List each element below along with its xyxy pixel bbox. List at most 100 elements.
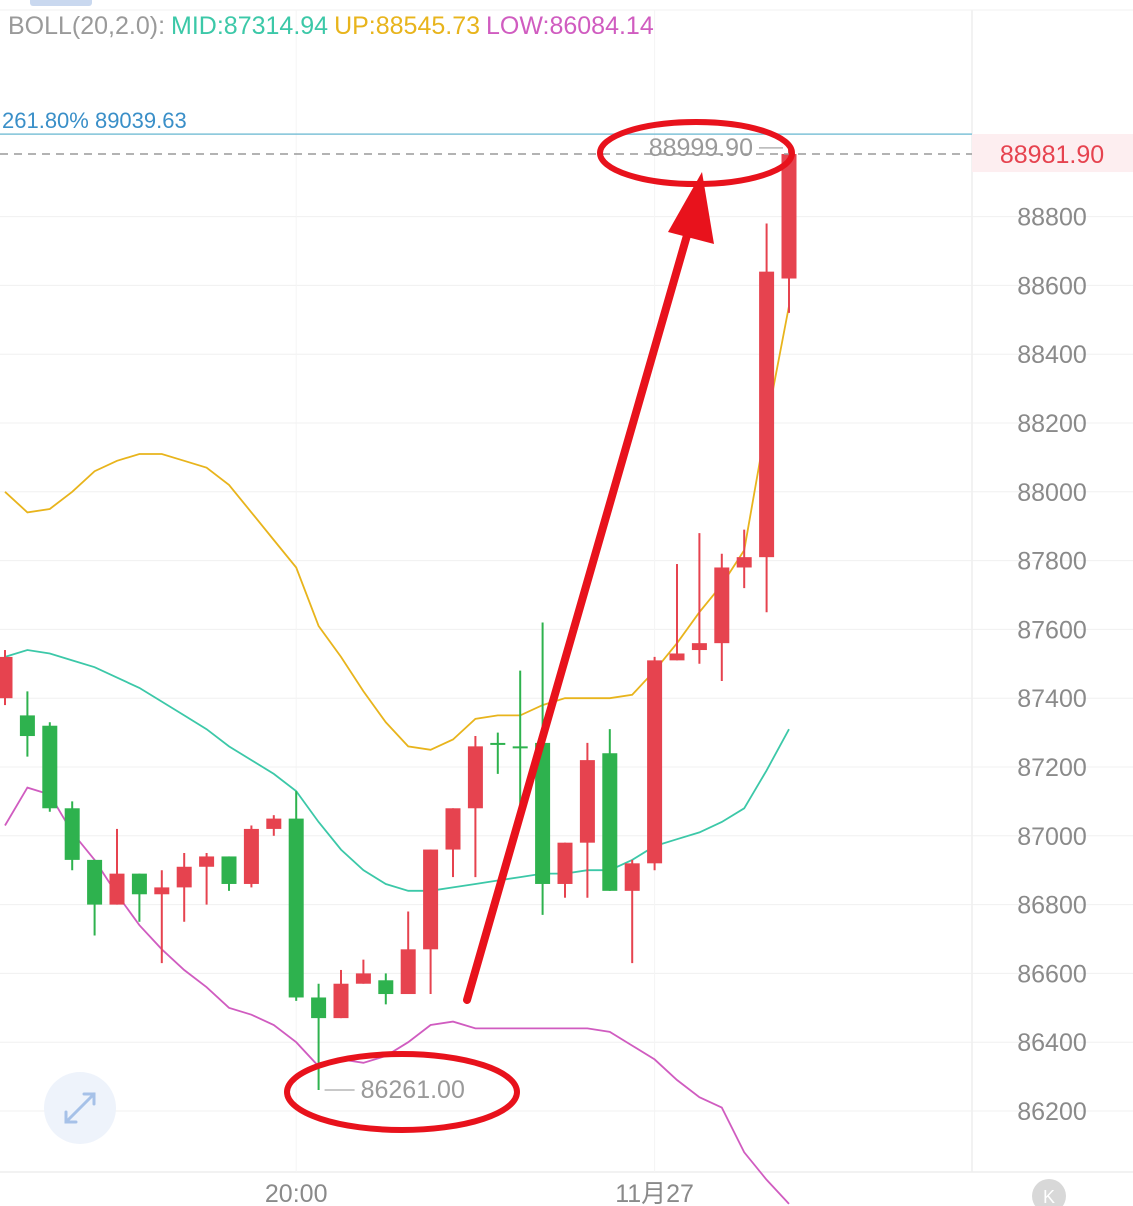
y-tick-label: 87000 [1017,823,1087,851]
candle [378,973,394,1005]
candle-body [288,818,304,998]
candle [266,815,282,836]
candle [221,856,237,891]
candle-body [378,980,394,995]
bollinger-bands [4,305,790,1205]
candle [467,736,483,878]
trend-arrow-shaft [463,221,694,1004]
candle [557,842,573,898]
boll-low-line [4,786,790,1205]
candle-body [736,557,752,568]
candle-body [87,859,103,905]
candle-body [42,725,58,809]
y-axis: 86200 86400 86600 86800 87000 87200 87400 87600… [1017,204,1087,1126]
boll-mid-line [4,649,790,892]
hud-controls[interactable]: K [44,1072,1066,1206]
candle [736,529,752,589]
annotations [284,119,795,1133]
candle [602,729,618,891]
candle [579,742,595,898]
candle-body [579,760,595,843]
candle [355,959,371,984]
current-price-label: 88981.90 [1000,141,1104,169]
boll-up-line [4,305,790,751]
k-badge-label: K [1043,1187,1055,1206]
highlight-ellipse-low [284,1051,520,1133]
candle [691,533,707,664]
current-price-tag [972,134,1133,173]
candle-body [445,808,461,850]
price-levels: 88981.90 88999.90 86261.00 [0,133,1133,1104]
candle-body [131,873,147,895]
y-tick-label: 88000 [1017,479,1087,507]
candle [490,732,506,774]
boll-legend: BOLL(20,2.0): MID:87314.94 UP:88545.73 LOW:… [8,12,660,41]
trend-arrow-head [668,172,714,244]
candle [512,670,528,809]
y-tick-label: 88400 [1017,341,1087,369]
y-tick-label: 87200 [1017,754,1087,782]
x-axis: 20:00 11月27 [265,1180,694,1206]
candle [87,859,103,936]
y-tick-label: 87800 [1017,548,1087,576]
candle [0,650,13,706]
candle-body [311,997,327,1019]
candle [535,622,551,915]
candle [400,911,416,995]
candle [288,791,304,1001]
boll-mid-value: MID:87314.94 [171,12,329,40]
candle-body [512,746,528,749]
candle [109,828,125,905]
y-tick-label: 87600 [1017,616,1087,644]
candles [0,147,797,1091]
candle-body [0,656,13,699]
tab-indicator[interactable] [30,0,92,6]
boll-up-value: UP:88545.73 [334,12,481,40]
x-tick-label: 11月27 [615,1180,694,1206]
grid-lines [0,9,1133,1173]
candle-body [176,866,192,888]
candle-body [535,742,551,884]
candle-body [333,983,349,1019]
candle [311,983,327,1091]
candle-body [355,973,371,984]
candle [333,969,349,1019]
candle [176,853,192,922]
candle [445,808,461,878]
candle-body [714,567,730,644]
candle-body [19,715,35,737]
candle [423,849,439,995]
candle-body [199,856,215,867]
candle [243,825,259,888]
low-marker-label: 86261.00 [361,1076,465,1104]
candle-body [243,828,259,884]
y-tick-label: 86800 [1017,892,1087,920]
boll-low-value: LOW:86084.14 [486,12,654,40]
candle [759,223,775,613]
candle-body [490,742,506,745]
candle-body [624,863,640,891]
expand-arrows-icon[interactable] [44,1072,116,1144]
candle-body [669,653,685,661]
candle [781,147,797,313]
candle-body [557,842,573,884]
candle [42,722,58,812]
candle-body [221,856,237,884]
candle-body [64,808,80,860]
candle-body [691,643,707,651]
high-marker-label: 88999.90 [649,134,753,162]
y-tick-label: 86600 [1017,960,1087,988]
candle-body [647,660,663,864]
candle-body [266,818,282,829]
k-badge-icon[interactable]: K [1032,1179,1066,1206]
y-tick-label: 86200 [1017,1098,1087,1126]
candle [714,553,730,681]
candle [154,870,170,964]
candle-body [602,753,618,891]
candle [647,656,663,871]
candle-body [781,154,797,279]
boll-label: BOLL(20,2.0): [8,12,166,40]
fib-level-label: 261.80% 89039.63 [2,108,187,133]
candle [199,853,215,905]
